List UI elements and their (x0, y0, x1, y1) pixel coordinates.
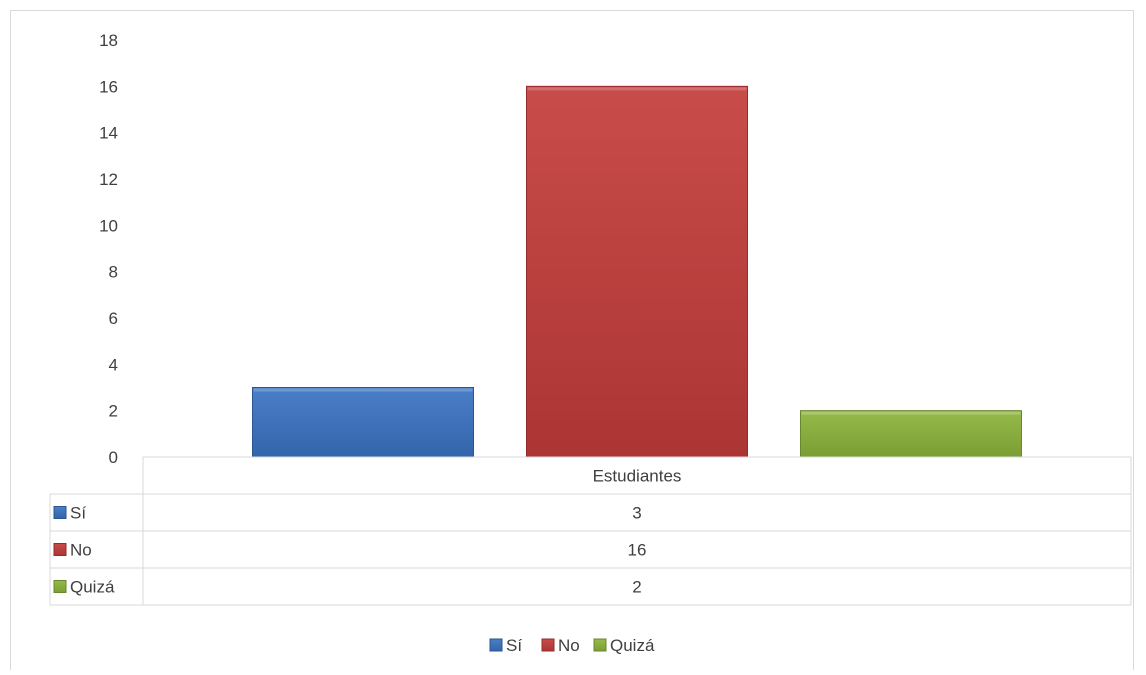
legend-label: Quizá (610, 636, 655, 655)
legend-label: Sí (506, 636, 522, 655)
bar-si (252, 387, 474, 458)
table-value: 16 (628, 541, 647, 560)
bar-bevel (801, 411, 1021, 415)
y-tick-label: 2 (109, 402, 118, 421)
table-series-label: Sí (70, 504, 86, 523)
y-tick-label: 6 (109, 309, 118, 328)
y-tick-label: 18 (99, 31, 118, 50)
table-category-header: Estudiantes (593, 467, 682, 486)
table-series-label: No (70, 541, 92, 560)
table-legend-swatch (53, 543, 67, 556)
table-series-label: Quizá (70, 578, 115, 597)
legend-swatch (489, 638, 503, 652)
y-tick-label: 14 (99, 124, 118, 143)
bar-bevel (253, 388, 473, 392)
y-tick-label: 10 (99, 216, 118, 235)
table-legend-swatch (53, 506, 67, 519)
bar-quiza (800, 410, 1022, 458)
y-axis: 0 2 4 6 8 10 12 14 16 18 (99, 31, 118, 467)
data-table: Estudiantes Sí 3 No 16 Quizá 2 (49, 456, 1132, 606)
y-tick-label: 4 (109, 355, 118, 374)
legend-label: No (558, 636, 580, 655)
legend: Sí No Quizá (489, 636, 655, 655)
legend-swatch (541, 638, 555, 652)
y-tick-label: 8 (109, 263, 118, 282)
bar-no (526, 85, 748, 458)
bar-bevel (527, 87, 747, 91)
table-value: 2 (632, 578, 641, 597)
table-legend-swatch (53, 580, 67, 593)
y-tick-label: 12 (99, 170, 118, 189)
y-tick-label: 16 (99, 77, 118, 96)
y-tick-label: 0 (109, 448, 118, 467)
bars (252, 85, 1022, 458)
table-value: 3 (632, 504, 641, 523)
legend-swatch (593, 638, 607, 652)
